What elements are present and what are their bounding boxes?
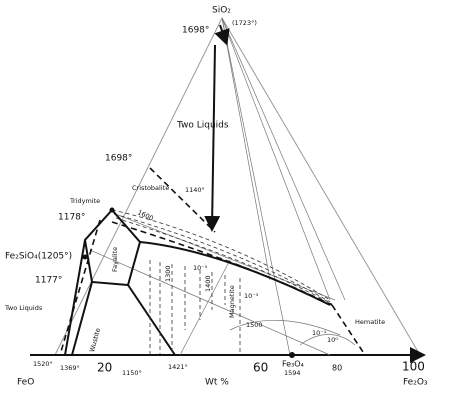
axis-tick: 60 (253, 361, 268, 375)
axis-label: Wt % (205, 378, 229, 388)
isotherm-label: 1600 (136, 208, 154, 222)
pressure-label: 10⁰ (327, 336, 338, 344)
temperature: 1177° (35, 276, 62, 286)
vertex-temp: (1723°) (232, 19, 257, 27)
temperature: 1421° (168, 363, 188, 371)
axis-tick: 80 (332, 364, 342, 373)
axis-tick: 100 (402, 360, 425, 374)
isotherm-label: 1400 (204, 275, 212, 292)
phase-label: Cristobalite (132, 184, 169, 192)
pressure-label: 10⁻¹ (312, 329, 327, 337)
vertex-label: SiO₂ (212, 6, 231, 16)
temperature: 1698° (182, 26, 209, 36)
isotherm-label: 1500 (246, 321, 263, 329)
pressure-label: 10⁻⁵ (193, 264, 208, 272)
temperature: 1369° (60, 364, 80, 372)
temperature: 1698° (105, 154, 132, 164)
phase-label: Tridymite (69, 197, 100, 205)
temperature: 1178° (58, 213, 85, 223)
temperature: 1594 (284, 369, 301, 377)
temperature: 1140° (185, 186, 205, 194)
phase-label: Fe₃O₄ (282, 360, 304, 369)
pressure-label: 10⁻³ (244, 292, 259, 300)
vertex-label: Fe₂O₃ (403, 378, 428, 388)
phase-label: Magnetite (228, 285, 236, 318)
phase-label: Two Liquids (4, 304, 43, 312)
axis-tick: 20 (97, 361, 112, 375)
isotherm-label: 1300 (164, 265, 172, 282)
temperature: 1150° (122, 369, 142, 377)
temperature: Fe₂SiO₄(1205°) (5, 252, 72, 262)
phase-boundaries (59, 24, 366, 358)
temperature: 1520° (33, 360, 53, 368)
tie-lines (89, 17, 346, 356)
phase-label: Two Liquids (176, 121, 229, 131)
triangle-frame (30, 17, 426, 363)
phase-label: Fayalite (111, 247, 119, 272)
phase-label: Hematite (355, 318, 385, 326)
vertex-label: FeO (17, 378, 34, 388)
phase-label: Wustite (88, 327, 102, 353)
